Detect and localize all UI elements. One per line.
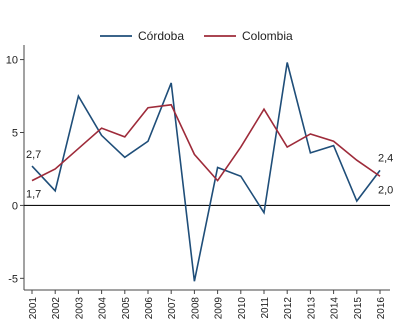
series-lines (31, 62, 381, 282)
x-tick-label: 2006 (144, 297, 155, 320)
x-tick-label: 2015 (353, 297, 364, 320)
x-tick-label: 2009 (214, 297, 225, 320)
series-line-crdoba (31, 62, 381, 282)
x-tick-label: 2007 (167, 297, 178, 320)
series-line-colombia (31, 103, 381, 182)
x-axis-ticks: 2001 2002 2003 2004 2005 2006 2007 2008 2009 2010… (28, 290, 387, 319)
data-label: 2,7 (26, 149, 41, 161)
data-label: 1,7 (26, 189, 41, 201)
data-label: 2,0 (378, 184, 393, 196)
x-tick-label: 2005 (121, 297, 132, 320)
y-tick-label: 5 (12, 128, 18, 140)
legend-label: Córdoba (138, 29, 184, 43)
x-tick-label: 2012 (283, 297, 294, 320)
x-tick-label: 2011 (260, 297, 271, 319)
x-tick-label: 2008 (190, 297, 201, 320)
y-tick-label: 10 (6, 55, 18, 67)
x-tick-label: 2010 (237, 297, 248, 320)
x-tick-label: 2016 (376, 297, 387, 320)
legend: Córdoba Colombia (100, 29, 293, 43)
y-tick-label: -5 (8, 273, 18, 285)
x-tick-label: 2001 (28, 297, 39, 320)
legend-label: Colombia (242, 29, 293, 43)
data-labels: 2,7 1,7 2,4 2,0 (26, 149, 393, 201)
x-tick-label: 2014 (330, 297, 341, 320)
x-tick-label: 2013 (306, 297, 317, 320)
x-tick-label: 2002 (51, 297, 62, 320)
data-label: 2,4 (378, 152, 393, 164)
x-tick-label: 2004 (98, 297, 109, 320)
x-tick-label: 2003 (74, 297, 85, 320)
y-axis-ticks: 10 5 0 -5 (6, 55, 24, 285)
y-tick-label: 0 (12, 200, 18, 212)
